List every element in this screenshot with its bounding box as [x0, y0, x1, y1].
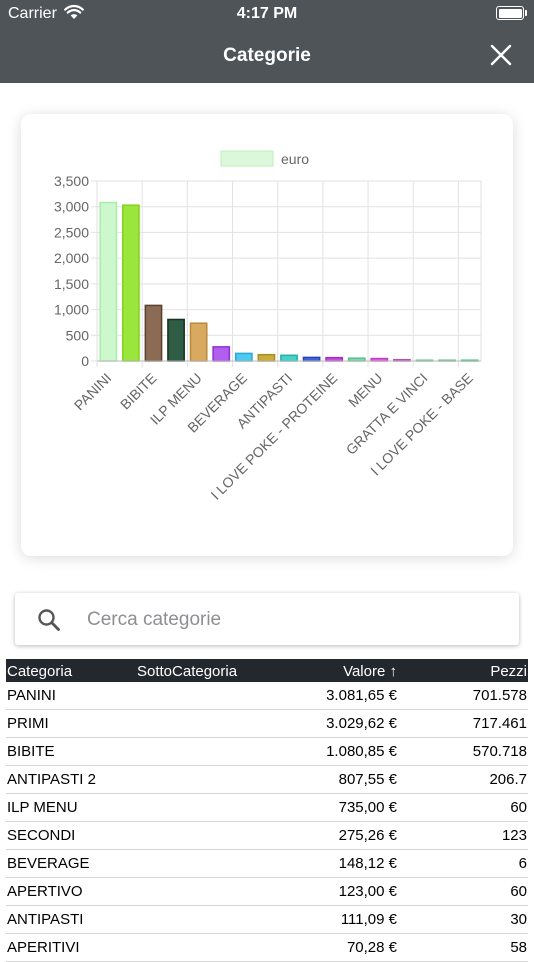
- table-row[interactable]: PRIMI 3.029,62 € 717.461: [6, 710, 528, 738]
- bar: [212, 346, 231, 362]
- table-row[interactable]: ANTIPASTI 111,09 € 30: [6, 906, 528, 934]
- cell-categoria: APERTIVO: [7, 883, 83, 900]
- cell-valore: 111,09 €: [340, 911, 397, 928]
- table-body: PANINI 3.081,65 € 701.578 PRIMI 3.029,62 € 71…: [6, 682, 528, 962]
- status-bar: Carrier 4:17 PM: [0, 0, 534, 28]
- y-tick-label: 1,500: [54, 276, 89, 292]
- bar: [280, 354, 298, 362]
- cell-pezzi: 6: [518, 855, 527, 872]
- table-row[interactable]: BEVERAGE 148,12 € 6: [6, 850, 528, 878]
- cell-pezzi: 123: [501, 827, 527, 844]
- cell-valore: 1.080,85 €: [326, 743, 397, 760]
- table-row[interactable]: ANTIPASTI 2 807,55 € 206.7: [6, 766, 528, 794]
- wifi-icon: [64, 4, 84, 25]
- cell-categoria: ILP MENU: [7, 799, 78, 816]
- cell-valore: 123,00 €: [338, 883, 397, 900]
- x-tick-label: GRATTA E VINCI: [343, 370, 431, 458]
- x-tick-label: MENU: [345, 370, 385, 410]
- cell-valore: 70,28 €: [346, 939, 397, 956]
- bar: [325, 356, 344, 362]
- table-row[interactable]: BIBITE 1.080,85 € 570.718: [6, 738, 528, 766]
- cell-pezzi: 570.718: [472, 743, 527, 760]
- close-icon: [490, 44, 512, 66]
- bar: [257, 353, 276, 362]
- table-row[interactable]: APERITIVI 70,28 € 58: [6, 934, 528, 962]
- table-header: Categoria SottoCategoria Valore ↑ Pezzi: [6, 659, 528, 682]
- search-icon: [37, 608, 61, 637]
- cell-categoria: PANINI: [7, 687, 56, 704]
- header-pezzi[interactable]: Pezzi: [490, 663, 527, 680]
- cell-valore: 735,00 €: [338, 799, 397, 816]
- cell-pezzi: 701.578: [472, 687, 527, 704]
- bar: [122, 204, 140, 362]
- cell-pezzi: 717.461: [472, 715, 527, 732]
- table-row[interactable]: PANINI 3.081,65 € 701.578: [6, 682, 528, 710]
- clock: 4:17 PM: [236, 5, 298, 22]
- cell-pezzi: 58: [510, 939, 527, 956]
- cell-pezzi: 60: [510, 799, 527, 816]
- cell-categoria: ANTIPASTI 2: [7, 771, 96, 788]
- table-row[interactable]: APERTIVO 123,00 € 60: [6, 878, 528, 906]
- cell-categoria: PRIMI: [7, 715, 49, 732]
- cell-categoria: BEVERAGE: [7, 855, 90, 872]
- cell-categoria: ANTIPASTI: [7, 911, 84, 928]
- carrier-label: Carrier: [8, 5, 57, 22]
- nav-bar: Categorie: [0, 28, 534, 83]
- y-tick-label: 500: [66, 327, 90, 343]
- legend-swatch: [220, 150, 274, 167]
- header-valore[interactable]: Valore ↑: [343, 663, 397, 680]
- cell-valore: 807,55 €: [338, 771, 397, 788]
- close-button[interactable]: [486, 40, 516, 70]
- cell-categoria: APERITIVI: [7, 939, 80, 956]
- cell-valore: 3.081,65 €: [326, 687, 397, 704]
- bar: [99, 201, 118, 362]
- bar-chart: euro 3,500 3,000 2,500 2,000 1,500 1,000 500 0PA…: [54, 150, 482, 503]
- bar: [302, 356, 321, 362]
- x-tick-label: PANINI: [71, 370, 115, 414]
- x-tick-label: BIBITE: [117, 370, 160, 413]
- cell-pezzi: 206.7: [489, 771, 527, 788]
- cell-valore: 3.029,62 €: [326, 715, 397, 732]
- table-row[interactable]: ILP MENU 735,00 € 60: [6, 794, 528, 822]
- cell-categoria: SECONDI: [7, 827, 76, 844]
- table-row[interactable]: SECONDI 275,26 € 123: [6, 822, 528, 850]
- cell-categoria: BIBITE: [7, 743, 55, 760]
- bar: [234, 352, 253, 362]
- search-input[interactable]: [85, 601, 509, 639]
- bar: [144, 304, 163, 362]
- battery-icon: [496, 6, 527, 20]
- y-tick-label: 3,000: [54, 199, 89, 215]
- search-bar[interactable]: [15, 593, 519, 645]
- cell-pezzi: 30: [510, 911, 527, 928]
- y-tick-label: 2,000: [54, 250, 89, 266]
- cell-valore: 148,12 €: [338, 855, 397, 872]
- page-title: Categorie: [223, 45, 311, 66]
- cell-valore: 275,26 €: [338, 827, 397, 844]
- bar: [189, 322, 208, 362]
- y-tick-label: 3,500: [54, 173, 89, 189]
- y-tick-label: 1,000: [54, 302, 89, 318]
- chart-card: euro 3,500 3,000 2,500 2,000 1,500 1,000 500 0 PA…: [21, 114, 513, 556]
- cell-pezzi: 60: [510, 883, 527, 900]
- header-categoria[interactable]: Categoria: [7, 663, 73, 680]
- y-tick-label: 2,500: [54, 224, 89, 240]
- header-sottocategoria[interactable]: SottoCategoria: [137, 663, 238, 680]
- bar: [167, 318, 185, 362]
- y-tick-label: 0: [81, 353, 89, 369]
- categories-table: Categoria SottoCategoria Valore ↑ Pezzi …: [6, 659, 528, 962]
- legend-label: euro: [281, 151, 309, 167]
